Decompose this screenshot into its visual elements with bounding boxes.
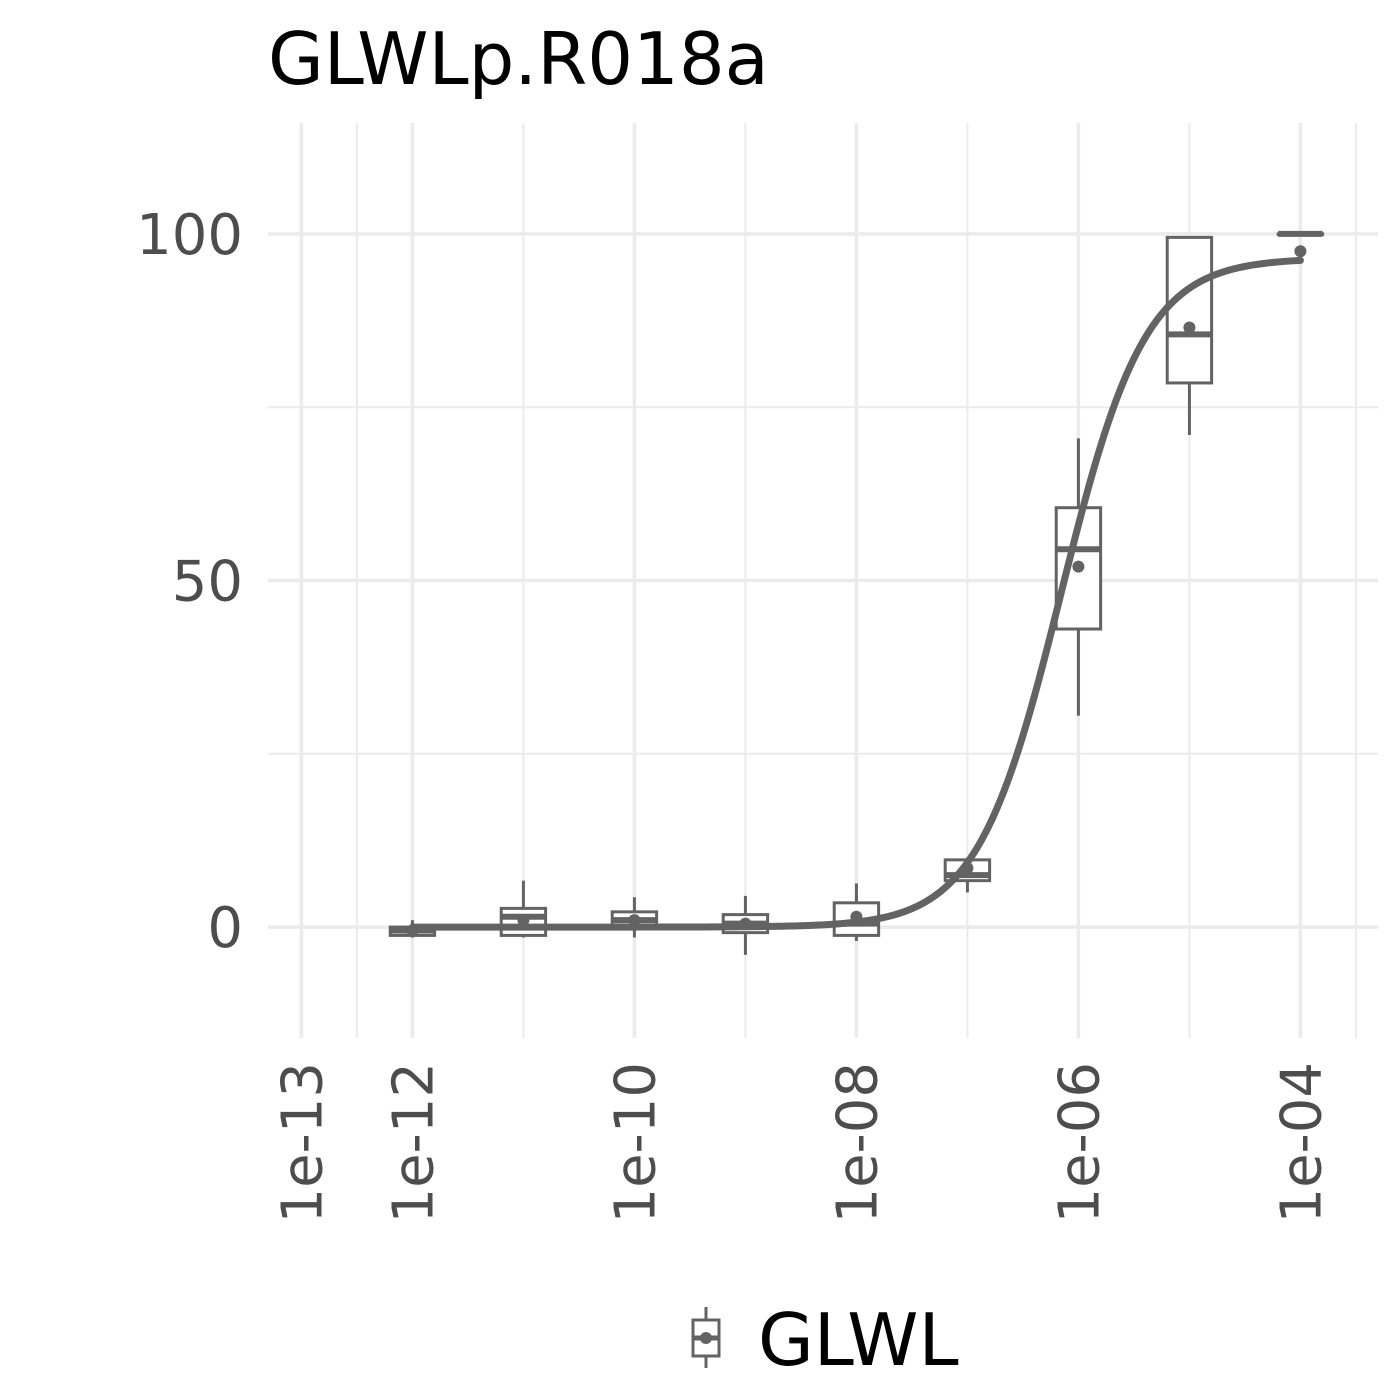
- box-mean-point: [1183, 321, 1196, 334]
- grid: [268, 123, 1378, 1038]
- box-plot: [832, 883, 881, 941]
- box-plot: [1054, 438, 1103, 716]
- x-tick-label: 1e-04: [1269, 1062, 1334, 1224]
- legend-label: GLWL: [758, 1298, 959, 1382]
- x-tick-label: 1e-10: [603, 1062, 668, 1224]
- box-body: [1165, 235, 1214, 385]
- x-axis: 1e-13 1e-12 1e-10 1e-08 1e-06 1e-04: [270, 1062, 1334, 1224]
- chart-title: GLWLp.R018a: [268, 17, 769, 101]
- y-axis: 0 50 100: [136, 203, 243, 961]
- legend: GLWL: [691, 1298, 959, 1382]
- box-mean-point: [517, 914, 530, 927]
- box-series: [388, 230, 1325, 955]
- y-tick-label: 50: [172, 550, 243, 615]
- x-tick-label: 1e-06: [1047, 1062, 1112, 1224]
- x-tick-label: 1e-13: [270, 1062, 335, 1224]
- box-mean-point: [628, 914, 641, 927]
- y-tick-label: 100: [136, 203, 243, 268]
- y-tick-label: 0: [207, 896, 243, 961]
- box-mean-point: [1072, 560, 1085, 573]
- fit-curve-group: [408, 256, 1304, 931]
- box-plot: [499, 880, 548, 938]
- legend-key-icon: [691, 1307, 721, 1368]
- legend-key-point: [700, 1332, 712, 1344]
- fit-curve: [408, 256, 1304, 931]
- box-plot: [1276, 230, 1325, 258]
- box-plot: [610, 897, 659, 938]
- box-mean-point: [1294, 245, 1307, 258]
- x-tick-label: 1e-12: [381, 1062, 446, 1224]
- box-plot: [1165, 235, 1214, 435]
- x-tick-label: 1e-08: [825, 1062, 890, 1224]
